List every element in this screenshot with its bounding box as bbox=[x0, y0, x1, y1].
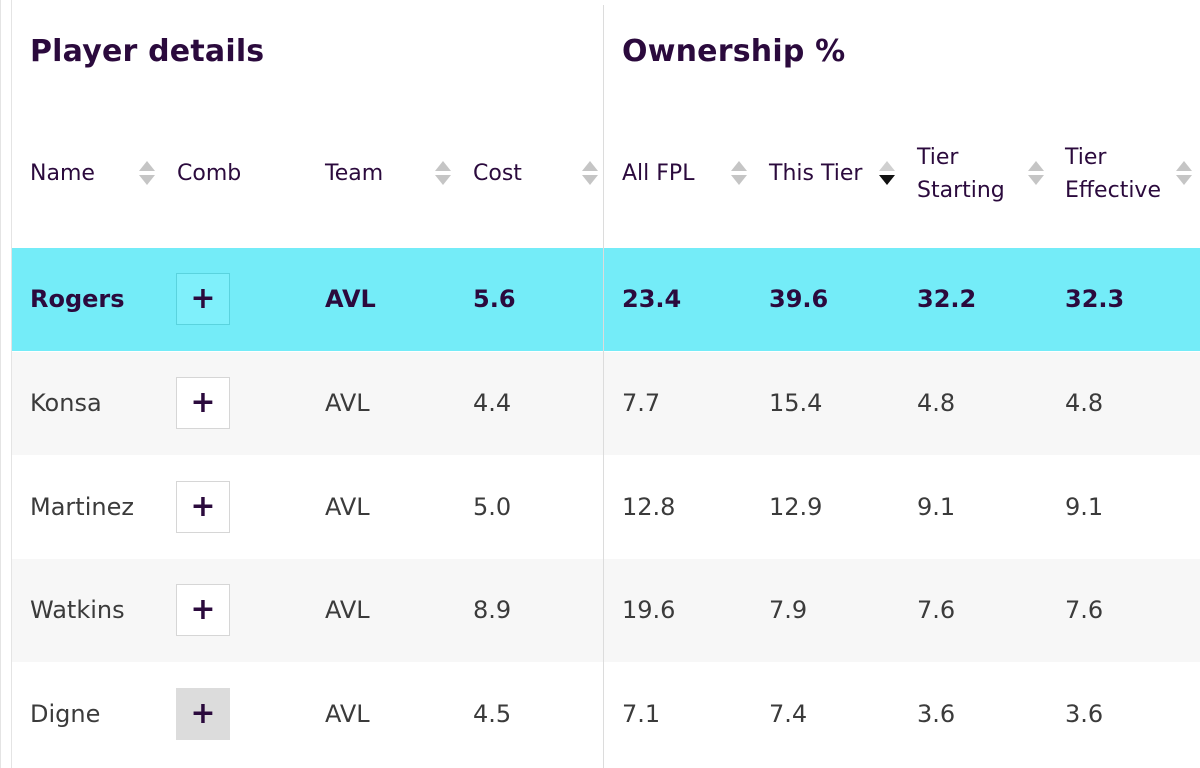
tier-starting-cell: 9.1 bbox=[917, 493, 956, 521]
tier-effective-cell: 7.6 bbox=[1065, 596, 1104, 624]
player-name: Martinez bbox=[30, 493, 134, 521]
column-header-tier-effective-line1: Tier bbox=[1065, 145, 1107, 170]
group-title-player-details: Player details bbox=[30, 34, 265, 69]
column-header-comb: Comb bbox=[177, 161, 242, 186]
column-group-divider bbox=[603, 5, 604, 768]
cost-cell: 5.6 bbox=[473, 285, 516, 313]
tier-effective-cell: 3.6 bbox=[1065, 700, 1104, 728]
tier-effective-cell: 4.8 bbox=[1065, 389, 1104, 417]
player-name: Konsa bbox=[30, 389, 102, 417]
group-title-ownership: Ownership % bbox=[622, 34, 846, 69]
table-inner-border bbox=[11, 0, 12, 768]
tier-effective-cell: 9.1 bbox=[1065, 493, 1104, 521]
column-header-tier-starting[interactable]: Tier Starting bbox=[917, 141, 1005, 207]
all-fpl-cell: 7.7 bbox=[622, 389, 661, 417]
sort-this-tier-icon[interactable] bbox=[879, 161, 895, 187]
this-tier-cell: 7.9 bbox=[769, 596, 808, 624]
sort-cost-icon[interactable] bbox=[582, 161, 598, 187]
sort-tier-starting-icon[interactable] bbox=[1028, 161, 1044, 187]
table-row[interactable]: Watkins + AVL 8.9 19.6 7.9 7.6 7.6 bbox=[12, 559, 1200, 662]
column-header-team[interactable]: Team bbox=[325, 161, 384, 186]
table-row[interactable]: Martinez + AVL 5.0 12.8 12.9 9.1 9.1 bbox=[12, 456, 1200, 559]
column-header-tier-starting-line2: Starting bbox=[917, 178, 1005, 203]
tier-starting-cell: 4.8 bbox=[917, 389, 956, 417]
column-header-tier-effective-line2: Effective bbox=[1065, 178, 1161, 203]
team-cell: AVL bbox=[325, 285, 376, 313]
column-header-name[interactable]: Name bbox=[30, 161, 95, 186]
sort-name-icon[interactable] bbox=[139, 161, 155, 187]
player-name: Digne bbox=[30, 700, 101, 728]
column-header-tier-effective[interactable]: Tier Effective bbox=[1065, 141, 1161, 207]
player-name: Rogers bbox=[30, 285, 125, 313]
add-to-comb-button[interactable]: + bbox=[176, 273, 230, 325]
add-to-comb-button[interactable]: + bbox=[176, 584, 230, 636]
table-row[interactable]: Rogers + AVL 5.6 23.4 39.6 32.2 32.3 bbox=[12, 248, 1200, 351]
add-to-comb-button[interactable]: + bbox=[176, 377, 230, 429]
tier-effective-cell: 32.3 bbox=[1065, 285, 1125, 313]
sort-all-fpl-icon[interactable] bbox=[731, 161, 747, 187]
sort-team-icon[interactable] bbox=[435, 161, 451, 187]
team-cell: AVL bbox=[325, 700, 370, 728]
all-fpl-cell: 23.4 bbox=[622, 285, 682, 313]
add-to-comb-button[interactable]: + bbox=[176, 481, 230, 533]
team-cell: AVL bbox=[325, 596, 370, 624]
tier-starting-cell: 3.6 bbox=[917, 700, 956, 728]
cost-cell: 5.0 bbox=[473, 493, 512, 521]
tier-starting-cell: 7.6 bbox=[917, 596, 956, 624]
this-tier-cell: 7.4 bbox=[769, 700, 808, 728]
player-name: Watkins bbox=[30, 596, 125, 624]
team-cell: AVL bbox=[325, 389, 370, 417]
cost-cell: 4.5 bbox=[473, 700, 512, 728]
cost-cell: 8.9 bbox=[473, 596, 512, 624]
all-fpl-cell: 12.8 bbox=[622, 493, 676, 521]
this-tier-cell: 39.6 bbox=[769, 285, 829, 313]
all-fpl-cell: 7.1 bbox=[622, 700, 661, 728]
team-cell: AVL bbox=[325, 493, 370, 521]
all-fpl-cell: 19.6 bbox=[622, 596, 676, 624]
cost-cell: 4.4 bbox=[473, 389, 512, 417]
this-tier-cell: 15.4 bbox=[769, 389, 823, 417]
column-header-this-tier[interactable]: This Tier bbox=[769, 161, 863, 186]
this-tier-cell: 12.9 bbox=[769, 493, 823, 521]
sort-tier-effective-icon[interactable] bbox=[1176, 161, 1192, 187]
tier-starting-cell: 32.2 bbox=[917, 285, 977, 313]
column-header-tier-starting-line1: Tier bbox=[917, 145, 959, 170]
table-row[interactable]: Konsa + AVL 4.4 7.7 15.4 4.8 4.8 bbox=[12, 352, 1200, 455]
table-row[interactable]: Digne + AVL 4.5 7.1 7.4 3.6 3.6 bbox=[12, 663, 1200, 766]
column-header-cost[interactable]: Cost bbox=[473, 161, 522, 186]
add-to-comb-button[interactable]: + bbox=[176, 688, 230, 740]
column-header-all-fpl[interactable]: All FPL bbox=[622, 161, 695, 186]
table-left-border bbox=[0, 0, 1, 768]
